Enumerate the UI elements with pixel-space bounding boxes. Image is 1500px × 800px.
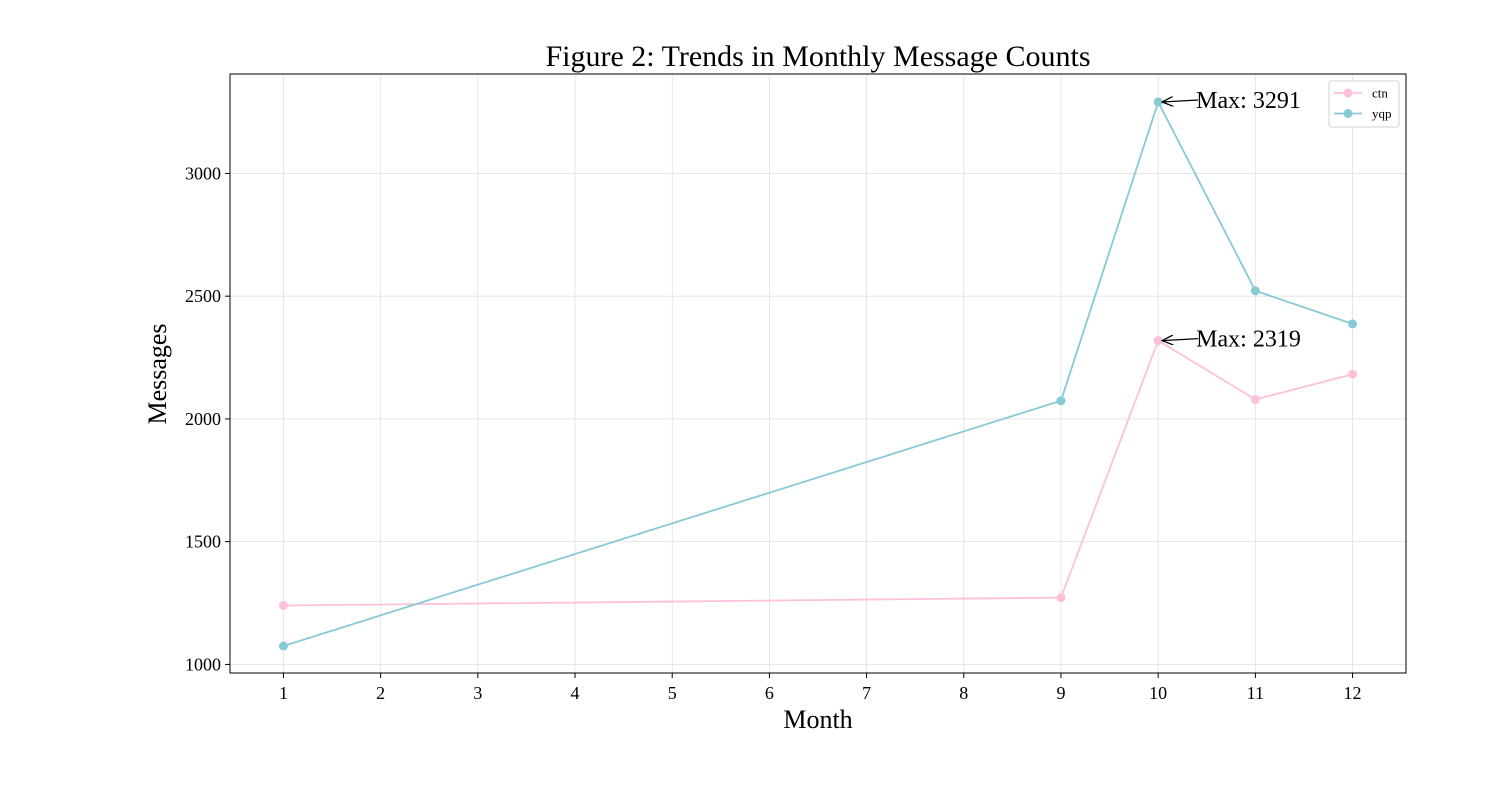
y-tick-label: 2000 [185,409,221,429]
data-point-ctn [278,600,288,610]
series-yqp [278,97,1358,651]
series-layer [278,97,1358,651]
data-point-ctn [1348,369,1358,379]
annotation-label: Max: 3291 [1196,88,1301,114]
annotation-arrow [1162,339,1199,341]
x-tick-label: 8 [959,683,968,703]
plot-frame [229,73,1407,674]
series-ctn [278,336,1358,610]
legend-item-ctn: ctn [1334,86,1388,101]
series-line-ctn [283,339,1353,607]
data-point-ctn [1250,395,1260,405]
annotations: Max: 3291 Max: 2319 [1162,88,1301,353]
x-tick-label: 1 [279,683,288,703]
legend-label: yqp [1372,106,1392,121]
x-tick-label: 11 [1247,683,1264,703]
y-tick-label: 2500 [185,286,221,306]
legend-item-yqp: yqp [1334,106,1392,121]
data-point-yqp [1056,396,1066,406]
series-line-yqp [283,99,1353,647]
data-point-yqp [1348,319,1358,329]
y-tick-label: 1000 [185,654,221,674]
data-point-yqp [1250,286,1260,296]
y-axis-label: Messages [143,323,172,424]
x-tick-label: 9 [1056,683,1065,703]
x-tick-label: 10 [1149,683,1167,703]
data-point-ctn [1056,593,1066,603]
annotation-arrow [1162,100,1199,102]
x-tick-label: 4 [571,683,580,703]
x-tick-label: 7 [862,683,871,703]
data-point-ctn [1153,336,1163,346]
legend: ctn yqp [1328,80,1400,128]
x-tick-label: 6 [765,683,774,703]
legend-label: ctn [1372,86,1388,101]
y-tick-label: 1500 [185,532,221,552]
data-point-yqp [278,641,288,651]
data-point-yqp [1153,97,1163,107]
chart-title: Figure 2: Trends in Monthly Message Coun… [545,40,1090,73]
x-tick-label: 3 [473,683,482,703]
x-axis-label: Month [783,705,852,734]
legend-marker [1343,88,1353,98]
grid [230,74,1406,673]
annotation-label: Max: 2319 [1196,327,1301,353]
x-tick-label: 12 [1344,683,1362,703]
x-tick-label: 5 [668,683,677,703]
y-tick-label: 3000 [185,163,221,183]
legend-marker [1343,109,1353,118]
x-tick-label: 2 [376,683,385,703]
